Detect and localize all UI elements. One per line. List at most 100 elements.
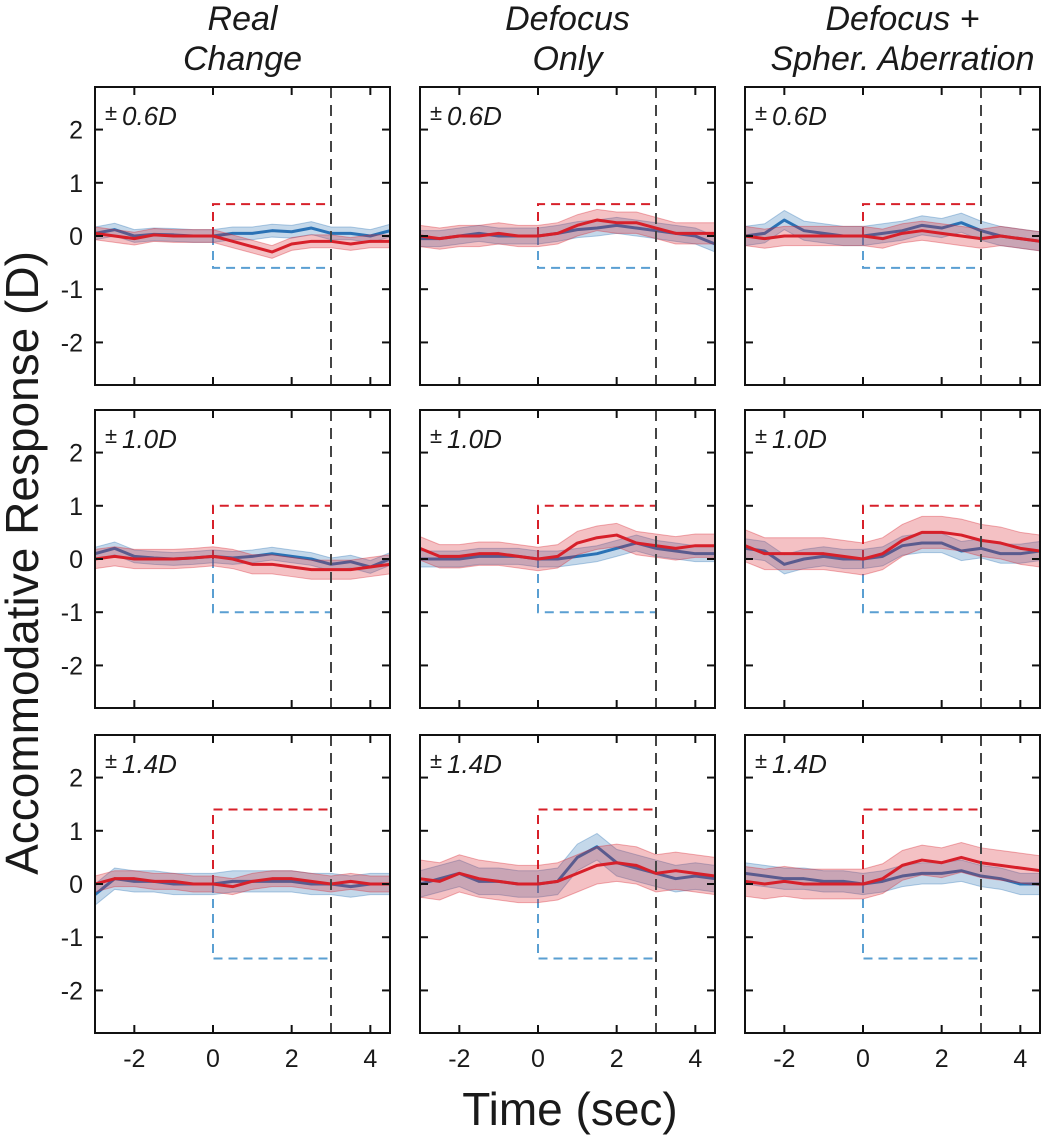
column-title-line: Change — [183, 40, 302, 78]
plot-area — [95, 735, 390, 1033]
blue-series-line — [745, 869, 1040, 886]
panel: 2 1 0 -1 -2 ± 1.0D — [61, 409, 391, 709]
pm-symbol: ± — [755, 748, 767, 773]
panel: 2 1 0 -1 -2 -2 0 2 4 ± 1.4D — [61, 734, 391, 1073]
y-tick-label: 2 — [69, 117, 83, 145]
negative-step-outline — [862, 884, 981, 960]
column-title-line: Defocus + — [825, 0, 979, 38]
x-tick-label: 4 — [363, 1045, 377, 1073]
plot-area — [745, 87, 1040, 385]
negative-step-outline — [212, 236, 331, 269]
red-series-line — [95, 877, 390, 889]
column-title-line: Spher. Aberration — [771, 40, 1035, 78]
blue-series-line — [420, 541, 715, 561]
y-tick-label: 0 — [69, 871, 83, 899]
positive-step-outline — [862, 808, 981, 884]
negative-step-outline — [537, 884, 656, 960]
plot-area — [420, 735, 715, 1033]
x-tick-label: 0 — [531, 1045, 545, 1073]
x-tick-label: 2 — [285, 1045, 299, 1073]
red-series-line — [745, 530, 1040, 561]
y-tick-label: -1 — [61, 599, 83, 627]
positive-step-outline — [862, 203, 981, 236]
x-tick-label: 4 — [1013, 1045, 1027, 1073]
x-tick-label: -2 — [773, 1045, 795, 1073]
y-tick-label: 1 — [69, 818, 83, 846]
positive-step-outline — [537, 504, 656, 559]
blue-series-line — [95, 546, 390, 569]
y-tick-label: 1 — [69, 170, 83, 198]
blue-series-band — [95, 867, 390, 906]
panel-magnitude-label: 0.6D — [447, 101, 502, 131]
blue-series-line — [745, 218, 1040, 243]
column-title-line: Only — [533, 40, 605, 78]
pm-symbol: ± — [105, 423, 117, 448]
plot-area — [745, 735, 1040, 1033]
y-tick-label: -2 — [61, 977, 83, 1005]
x-axis-title: Time (sec) — [462, 1083, 678, 1135]
y-tick-label: 0 — [69, 223, 83, 251]
x-tick-label: 2 — [610, 1045, 624, 1073]
panel: ±0.6D — [744, 86, 1041, 386]
positive-step-outline — [537, 203, 656, 236]
x-tick-label: -2 — [448, 1045, 470, 1073]
panel-magnitude-label: 1.0D — [772, 424, 827, 454]
positive-step-outline — [212, 203, 331, 236]
x-tick-label: 0 — [856, 1045, 870, 1073]
y-tick-label: -2 — [61, 652, 83, 680]
x-tick-label: 0 — [206, 1045, 220, 1073]
x-tick-label: -2 — [123, 1045, 145, 1073]
x-tick-label: 4 — [688, 1045, 702, 1073]
negative-step-outline — [862, 236, 981, 269]
blue-series-band — [745, 532, 1040, 575]
panel-magnitude-label: 0.6D — [122, 101, 177, 131]
red-series-band — [420, 522, 715, 572]
panel: ±1.0D — [744, 409, 1041, 709]
y-tick-label: 2 — [69, 765, 83, 793]
negative-step-outline — [537, 559, 656, 614]
y-tick-label: 1 — [69, 493, 83, 521]
panel: ±1.0D — [419, 409, 716, 709]
panel-magnitude-label: 1.4D — [447, 749, 502, 779]
plot-area — [420, 87, 715, 385]
plot-area — [745, 410, 1040, 708]
pm-symbol: ± — [105, 100, 117, 125]
panel-magnitude-label: 1.4D — [772, 749, 827, 779]
y-tick-label: -1 — [61, 276, 83, 304]
red-series-line — [420, 218, 715, 241]
blue-series-line — [95, 226, 390, 238]
pm-symbol: ± — [430, 423, 442, 448]
panel: -2 0 2 4 ± 1.4D — [419, 734, 716, 1073]
blue-series-line — [745, 541, 1040, 566]
pm-symbol: ± — [105, 748, 117, 773]
x-tick-label: 2 — [935, 1045, 949, 1073]
pm-symbol: ± — [755, 423, 767, 448]
pm-symbol: ± — [430, 748, 442, 773]
positive-step-outline — [862, 504, 981, 559]
negative-step-outline — [212, 884, 331, 960]
column-title-line: Real — [208, 0, 279, 38]
negative-step-outline — [212, 559, 331, 614]
red-series-line — [745, 855, 1040, 886]
column-title-line: Defocus — [505, 0, 630, 38]
plot-area — [420, 410, 715, 708]
panel-magnitude-label: 1.0D — [447, 424, 502, 454]
y-tick-label: 0 — [69, 546, 83, 574]
y-axis-title: Accommodative Response (D) — [0, 251, 48, 875]
negative-step-outline — [537, 236, 656, 269]
plot-area — [95, 410, 390, 708]
y-tick-label: -1 — [61, 924, 83, 952]
red-series-line — [420, 861, 715, 886]
panel-magnitude-label: 0.6D — [772, 101, 827, 131]
positive-step-outline — [212, 808, 331, 884]
positive-step-outline — [212, 504, 331, 559]
red-series-line — [95, 554, 390, 572]
panel: 2 1 0 -1 -2 ± 0.6D — [61, 86, 391, 386]
y-tick-label: 2 — [69, 440, 83, 468]
red-series-band — [420, 843, 715, 904]
panel-magnitude-label: 1.4D — [122, 749, 177, 779]
pm-symbol: ± — [430, 100, 442, 125]
